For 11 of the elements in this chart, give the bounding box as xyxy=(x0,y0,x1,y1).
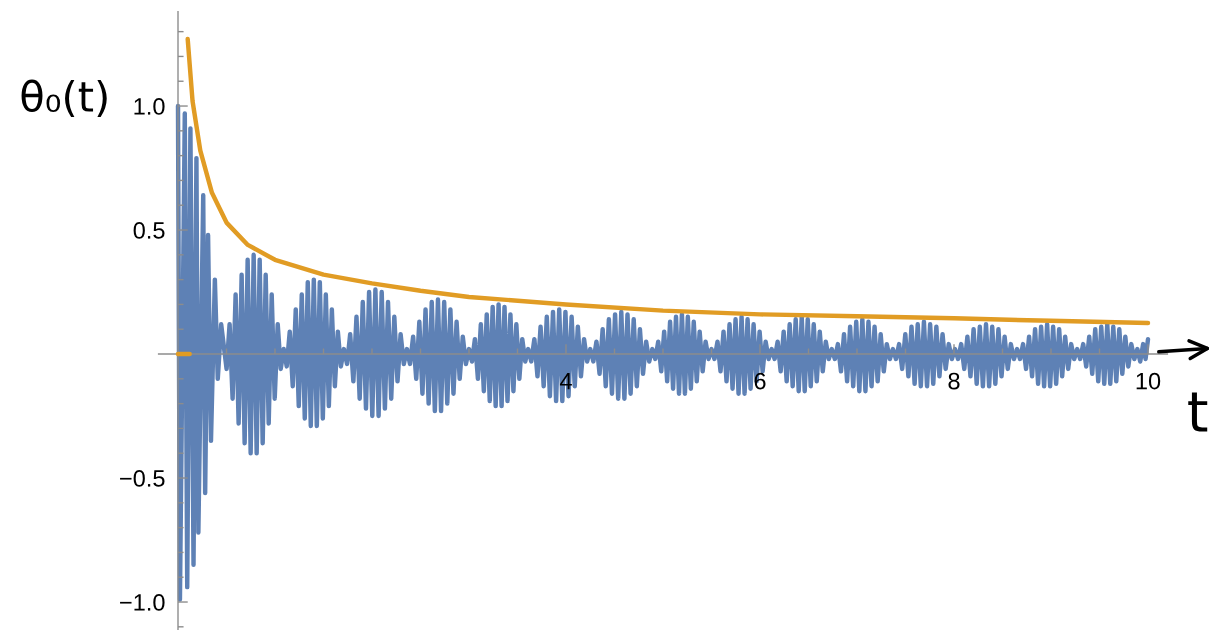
y-axis-title: θ₀(t) xyxy=(21,79,107,118)
x-tick-label: 8 xyxy=(948,372,960,390)
x-tick-label: 10 xyxy=(1136,372,1161,390)
y-tick-label: 1.0 xyxy=(134,98,165,115)
y-tick-label: −1.0 xyxy=(120,594,165,611)
x-tick-label: 6 xyxy=(754,372,766,390)
y-tick-label: 0.5 xyxy=(133,222,165,239)
x-tick-label: 4 xyxy=(559,372,572,390)
y-tick-label: −0.5 xyxy=(120,470,165,487)
x-axis-title: t xyxy=(1188,392,1208,432)
line-series xyxy=(185,36,1151,326)
